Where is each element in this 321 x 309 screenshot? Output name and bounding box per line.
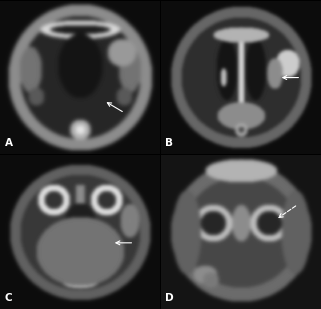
Text: C: C xyxy=(5,293,13,303)
Text: A: A xyxy=(5,138,13,148)
Text: B: B xyxy=(165,138,173,148)
Text: D: D xyxy=(165,293,174,303)
